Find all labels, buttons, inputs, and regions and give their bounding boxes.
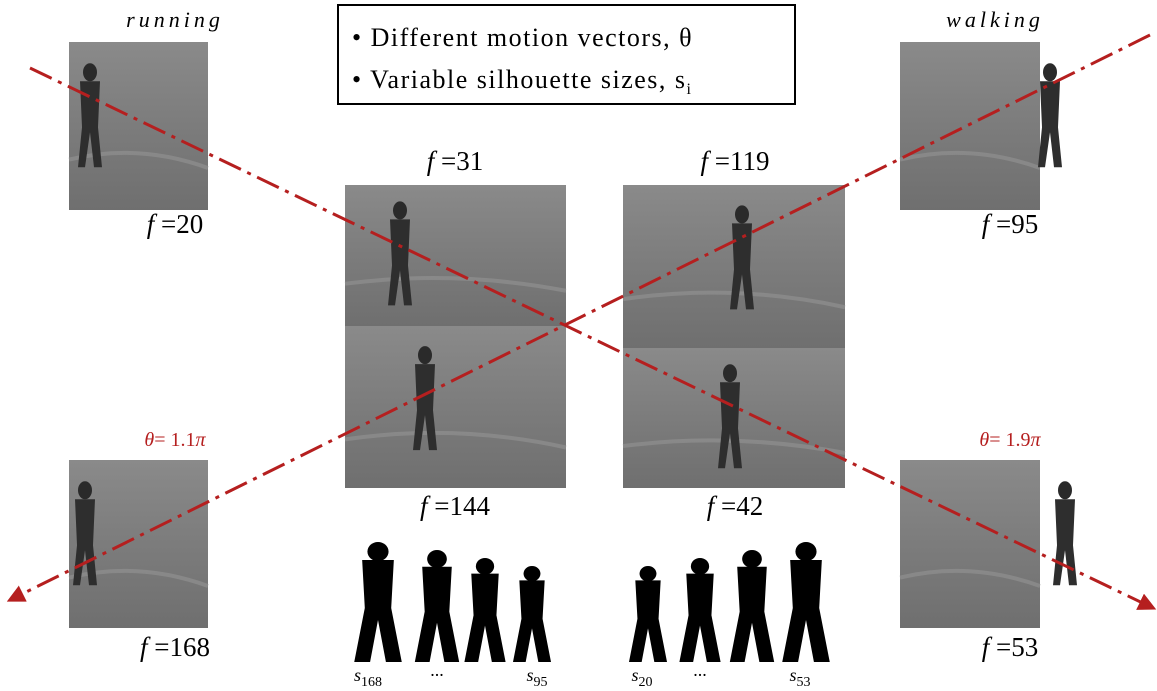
silhouette-symbol: s [526,665,533,685]
frame-variable: f [147,209,158,239]
legend-item: • Different motion vectors, θ [352,23,693,52]
frame-number: 144 [450,491,491,521]
subscript: i [687,81,693,98]
silhouette-body [464,574,505,662]
angle-symbol: θ [979,429,989,451]
silhouette-head [524,566,541,581]
frame-variable: f [982,209,993,239]
person-head [418,346,432,364]
silhouette-label: s168 [354,665,382,690]
angle-equals: = [989,429,1000,451]
silhouette-symbol: s [354,665,361,685]
silhouette-body [679,574,720,662]
angle-equals: = [154,429,165,451]
frame-equals: = [161,209,176,239]
frame-equals: = [154,632,169,662]
video-frame [345,326,566,488]
person-head [1043,63,1057,81]
frame-number: 20 [176,209,203,239]
ellipsis: ... [430,660,444,680]
silhouette-head [795,542,816,561]
frame-variable: f [982,632,993,662]
person-head [1058,481,1072,499]
person-body [1038,81,1062,167]
person-head [78,481,92,499]
angle-label: θ= 1.9π [979,429,1041,451]
frame-label: f =144 [420,491,491,521]
silhouette-head [367,542,388,561]
legend-item: • Variable silhouette sizes, si [352,65,692,98]
frame-equals: = [996,632,1011,662]
frame-number: 53 [1011,632,1038,662]
silhouette-subscript: 168 [361,675,382,690]
silhouette-body [354,560,402,662]
frame-label: f =42 [707,491,764,521]
angle-constant: π [1031,429,1042,451]
bullet: • [352,23,371,52]
angle-symbol: θ [144,429,154,451]
silhouette-body [415,567,459,662]
silhouette-label: s53 [789,665,810,690]
frame-equals: = [715,146,730,176]
bullet: • [352,65,370,94]
legend-text: Different motion vectors, θ [371,23,694,52]
frame-label: f =95 [982,209,1039,239]
frame-label: f =53 [982,632,1039,662]
frame-number: 95 [1011,209,1038,239]
video-frame [900,42,1040,210]
silhouette-subscript: 20 [639,675,653,690]
silhouette-body [782,560,830,662]
silhouette-label: s20 [631,665,652,690]
frame-label: f =119 [701,146,770,176]
frame-variable: f [427,146,438,176]
silhouette-body [730,567,774,662]
frame-variable: f [701,146,712,176]
silhouettes [354,542,830,662]
person-head [393,201,407,219]
frame-equals: = [721,491,736,521]
frame-variable: f [140,632,151,662]
frame-variable: f [707,491,718,521]
figure: running walking • Different motion vectors… [0,0,1157,691]
frame-number: 168 [170,632,211,662]
frame-variable: f [420,491,431,521]
frame-label: f =168 [140,632,210,662]
legend-text: Variable silhouette sizes, s [370,65,686,94]
silhouette-head [476,558,494,575]
angle-label: θ= 1.1π [144,429,206,451]
silhouette-symbol: s [789,665,796,685]
frame-equals: = [441,146,456,176]
person-head [723,364,737,382]
angle-constant: π [196,429,207,451]
angle-value: 1.1 [171,429,196,451]
silhouette-head [742,550,762,568]
person-body [1053,499,1077,585]
silhouette-body [513,580,551,662]
silhouette-body [629,580,667,662]
photos [69,42,1077,628]
angle-value: 1.9 [1006,429,1031,451]
frame-equals: = [996,209,1011,239]
silhouette-head [427,550,447,568]
silhouette-symbol: s [631,665,638,685]
frame-label: f =20 [147,209,204,239]
frame-equals: = [434,491,449,521]
frame-label: f =31 [427,146,484,176]
silhouette-subscript: 53 [797,675,811,690]
silhouette-head [640,566,657,581]
frame-number: 119 [730,146,770,176]
ellipsis: ... [693,660,707,680]
person-head [735,205,749,223]
silhouette-label: s95 [526,665,547,690]
frame-number: 42 [736,491,763,521]
silhouette-head [691,558,709,575]
video-frame [345,185,566,326]
frame-number: 31 [456,146,483,176]
person-head [83,63,97,81]
silhouette-subscript: 95 [534,675,548,690]
header-label: running [126,7,224,32]
header-label: walking [946,7,1044,32]
